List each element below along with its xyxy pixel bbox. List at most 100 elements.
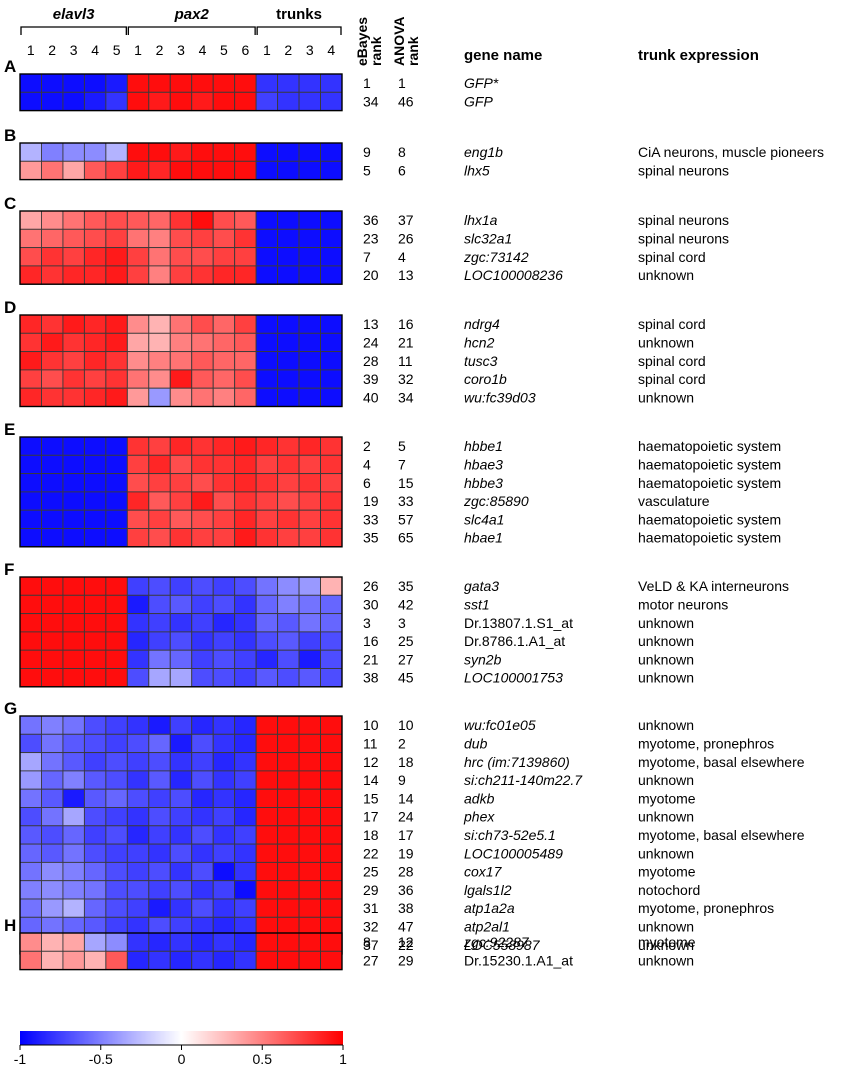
heatmap-cell [62, 509, 85, 529]
heatmap-cell [126, 898, 150, 918]
heatmap-cell [169, 454, 193, 475]
gene-name: lhx1a [464, 212, 498, 228]
ebayes-rank: 6 [363, 475, 371, 491]
ebayes-rank: 29 [363, 882, 379, 898]
gene-name-header: gene name [464, 47, 542, 64]
trunk-expression: unknown [638, 334, 694, 350]
heatmap-cell [320, 73, 343, 93]
heatmap-cell [320, 454, 343, 475]
heatmap-cell [19, 387, 42, 407]
ebayes-rank: 7 [363, 249, 371, 265]
heatmap-cell [191, 861, 214, 882]
ebayes-rank: 26 [363, 578, 379, 594]
heatmap-cell [191, 715, 214, 735]
heatmap-cell [298, 733, 321, 754]
sample-column-label: 4 [91, 42, 99, 58]
group-header-elavl3: elavl3 [53, 6, 95, 23]
heatmap-cell [41, 752, 64, 772]
heatmap-cell [234, 932, 257, 952]
heatmap-cell [169, 91, 193, 112]
anova-rank: 22 [398, 937, 414, 953]
heatmap-cell [255, 91, 279, 112]
ebayes-rank: 19 [363, 493, 379, 509]
heatmap-cell [126, 950, 150, 971]
heatmap-cell [62, 369, 85, 389]
heatmap-cell [212, 843, 236, 863]
heatmap-cell [62, 631, 85, 651]
heatmap-cell [298, 387, 321, 407]
heatmap-cell [212, 752, 236, 772]
heatmap-cell [234, 668, 257, 688]
heatmap-cell [320, 898, 343, 918]
heatmap-cell [277, 314, 300, 334]
ebayes-rank: 4 [363, 456, 371, 472]
heatmap-cell [191, 594, 214, 615]
heatmap-cell [234, 436, 257, 456]
anova-rank: 8 [398, 144, 406, 160]
heatmap-cell [19, 369, 42, 389]
heatmap-cell [169, 387, 193, 407]
heatmap-cell [255, 733, 279, 754]
heatmap-cell [105, 770, 128, 790]
heatmap-cell [212, 247, 236, 267]
ebayes-rank: 24 [363, 334, 379, 350]
heatmap-cell [126, 843, 150, 863]
heatmap-cell [191, 528, 214, 548]
heatmap-cell [320, 825, 343, 845]
heatmap-cell [126, 576, 150, 596]
heatmap-cell [234, 73, 257, 93]
heatmap-cell [234, 265, 257, 285]
heatmap-cell [298, 613, 321, 633]
heatmap-cell [255, 898, 279, 918]
heatmap-cell [83, 509, 107, 529]
heatmap-cell [41, 160, 64, 181]
heatmap-cell [83, 160, 107, 181]
trunk-expression: spinal cord [638, 371, 706, 387]
gene-name: hrc (im:7139860) [464, 754, 570, 770]
heatmap-cell [255, 528, 279, 548]
heatmap-cell [169, 332, 193, 353]
heatmap-cell [277, 528, 300, 548]
heatmap-cell [255, 861, 279, 882]
heatmap-cell [148, 528, 171, 548]
heatmap-cell [277, 613, 300, 633]
heatmap-cell [320, 613, 343, 633]
heatmap-cell [62, 332, 85, 353]
sample-column-label: 1 [134, 42, 142, 58]
panel-letter: F [4, 560, 14, 579]
heatmap-cell [105, 509, 128, 529]
anova-rank: 27 [398, 651, 414, 667]
heatmap-cell [169, 880, 193, 900]
heatmap-cell [255, 73, 279, 93]
heatmap-cell [126, 73, 150, 93]
heatmap-cell [148, 613, 171, 633]
heatmap-cell [19, 807, 42, 827]
heatmap-cell [62, 454, 85, 475]
ebayes-rank: 27 [363, 952, 379, 968]
heatmap-cell [320, 594, 343, 615]
heatmap-cell [191, 649, 214, 669]
heatmap-cell [320, 509, 343, 529]
heatmap-cell [212, 228, 236, 249]
heatmap-cell [105, 950, 128, 971]
heatmap-cell [62, 613, 85, 633]
heatmap-cell [255, 843, 279, 863]
trunk-expression: haematopoietic system [638, 475, 781, 491]
heatmap-cell [277, 950, 300, 971]
ebayes-rank: 21 [363, 651, 379, 667]
anova-rank: 3 [398, 615, 406, 631]
heatmap-cell [320, 733, 343, 754]
heatmap-cell [320, 528, 343, 548]
gene-name: lgals1l2 [464, 882, 512, 898]
heatmap-cell [191, 387, 214, 407]
gene-name: cox17 [464, 864, 503, 880]
heatmap-cell [255, 932, 279, 952]
colorbar-tick-label: -0.5 [89, 1051, 113, 1067]
trunk-expression: myotome, basal elsewhere [638, 754, 805, 770]
heatmap-cell [277, 454, 300, 475]
heatmap-cell [41, 594, 64, 615]
heatmap-cell [62, 210, 85, 230]
ebayes-rank: 12 [363, 754, 379, 770]
